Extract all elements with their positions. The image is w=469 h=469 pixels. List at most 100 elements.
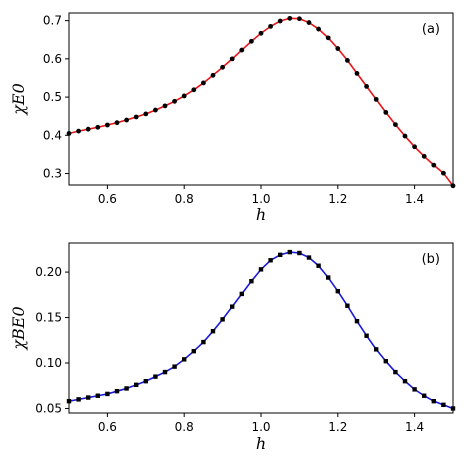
data-point <box>345 57 350 63</box>
data-point <box>412 144 417 150</box>
data-point <box>229 56 235 62</box>
data-point <box>258 30 264 36</box>
data-point <box>134 382 139 388</box>
data-point <box>201 80 206 86</box>
data-point <box>66 398 72 404</box>
data-point <box>86 395 91 400</box>
data-point <box>220 317 225 322</box>
data-point <box>230 304 235 309</box>
data-point <box>450 183 456 189</box>
data-point <box>316 263 321 268</box>
series-line-a <box>68 17 454 187</box>
data-point <box>402 133 408 139</box>
data-point <box>383 358 388 364</box>
data-point <box>201 339 206 345</box>
series-line <box>68 251 454 410</box>
x-axis-label-b: h <box>256 434 266 453</box>
data-point <box>239 291 244 297</box>
data-point <box>374 347 379 352</box>
data-point <box>287 249 292 255</box>
y-tick-label: 0.10 <box>35 356 62 370</box>
x-tick-label: 0.8 <box>175 420 194 434</box>
data-point <box>393 122 398 128</box>
data-point <box>421 153 427 159</box>
y-tick-label: 0.5 <box>43 90 62 104</box>
data-point <box>393 369 398 375</box>
data-point <box>325 35 331 41</box>
data-point <box>412 387 417 392</box>
y-tick-label: 0.3 <box>43 167 62 181</box>
y-axis-label-a: χE0 <box>9 83 28 116</box>
data-point <box>220 64 226 70</box>
plot-frame-a <box>68 12 454 186</box>
data-point <box>441 170 446 176</box>
data-point <box>422 393 427 398</box>
data-point <box>335 288 340 294</box>
data-point <box>105 391 110 397</box>
y-tick-label: 0.15 <box>35 311 62 325</box>
data-point <box>268 258 273 263</box>
data-point <box>76 397 81 402</box>
data-point <box>306 255 312 260</box>
x-tick-label: 1.0 <box>251 192 270 206</box>
data-point <box>364 333 369 338</box>
y-tick-label: 0.20 <box>35 265 62 279</box>
panel-a: 0.6 0.8 1.0 1.2 1.4 0.3 0.4 0.5 0.6 0.7 (a) h χE… <box>9 12 456 224</box>
data-point <box>95 393 100 398</box>
data-point <box>181 93 187 99</box>
data-point <box>287 15 293 21</box>
data-point <box>326 275 331 280</box>
data-point <box>364 83 369 89</box>
data-point <box>76 128 81 134</box>
series-line-b <box>68 251 454 410</box>
data-point <box>191 87 197 93</box>
data-point <box>153 374 158 379</box>
data-point <box>258 267 264 272</box>
data-point <box>297 16 302 22</box>
data-markers-b <box>66 249 456 411</box>
data-point <box>124 117 129 123</box>
data-point <box>297 250 302 256</box>
data-point <box>373 96 379 102</box>
data-point <box>335 46 341 51</box>
data-point <box>249 278 254 284</box>
data-point <box>354 318 360 324</box>
data-point <box>402 378 408 384</box>
data-point <box>133 114 139 120</box>
panel-label-b: (b) <box>422 252 440 267</box>
x-axis-ticks-a: 0.6 0.8 1.0 1.2 1.4 <box>98 185 424 206</box>
panel-b: 0.6 0.8 1.0 1.2 1.4 0.05 0.10 0.15 0.20 (b) h χ… <box>9 242 456 453</box>
panel-label-a: (a) <box>422 22 440 37</box>
data-point <box>441 402 446 408</box>
y-tick-label: 0.7 <box>43 14 62 28</box>
data-point <box>95 124 101 130</box>
y-axis-label-b: χBE0 <box>9 306 28 350</box>
data-point <box>114 388 120 394</box>
series-line <box>68 17 454 187</box>
data-point <box>450 406 456 411</box>
y-tick-label: 0.05 <box>35 401 62 415</box>
data-point <box>124 386 129 391</box>
data-point <box>277 18 283 24</box>
data-point <box>172 364 177 369</box>
data-point <box>431 398 436 404</box>
data-point <box>306 20 312 25</box>
data-point <box>85 126 91 132</box>
data-markers-a <box>66 15 456 189</box>
data-point <box>182 357 187 362</box>
x-tick-label: 0.8 <box>175 192 194 206</box>
x-tick-label: 1.2 <box>328 192 347 206</box>
data-point <box>162 369 168 375</box>
data-point <box>316 26 321 32</box>
data-point <box>249 38 254 44</box>
x-tick-label: 1.4 <box>405 420 424 434</box>
data-point <box>383 109 389 115</box>
x-tick-label: 1.0 <box>251 420 270 434</box>
x-tick-label: 1.2 <box>328 420 347 434</box>
x-tick-label: 0.6 <box>98 192 117 206</box>
x-axis-label-a: h <box>256 205 266 224</box>
x-axis-ticks-b: 0.6 0.8 1.0 1.2 1.4 <box>98 413 424 434</box>
data-point <box>172 98 178 104</box>
data-point <box>143 378 148 384</box>
